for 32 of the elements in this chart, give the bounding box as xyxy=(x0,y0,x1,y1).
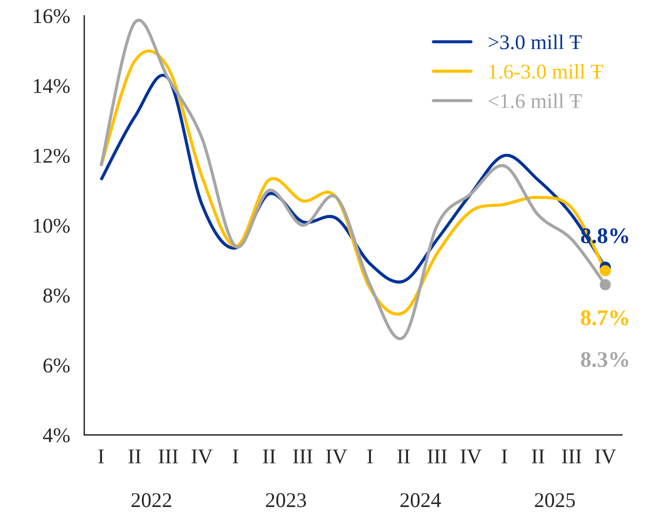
x-tick-label: III xyxy=(293,450,312,464)
x-tick-label: IV xyxy=(326,450,348,464)
data-label: 8.3% xyxy=(581,352,628,368)
x-tick-label: IV xyxy=(460,450,482,464)
y-tick-label: 16% xyxy=(34,9,70,24)
x-tick-label: I xyxy=(232,450,238,464)
x-tick-label: IV xyxy=(192,450,213,464)
x-tick-label: III xyxy=(562,450,582,464)
data-label: 8.7% xyxy=(581,310,628,326)
legend-label: >3.0 mill Ŧ xyxy=(488,34,582,50)
x-tick-label: I xyxy=(98,450,104,464)
x-tick-label: IV xyxy=(595,450,616,464)
x-tick-label: II xyxy=(262,450,276,464)
x-tick-label: I xyxy=(502,450,508,464)
x-tick-label: II xyxy=(397,450,410,464)
y-tick-label: 4% xyxy=(42,428,70,442)
x-tick-label: II xyxy=(128,450,141,464)
text: 2022 xyxy=(132,493,172,508)
legend-label: <1.6 mill Ŧ xyxy=(488,93,582,108)
text: 2023 xyxy=(266,493,306,508)
y-tick-label: 6% xyxy=(43,358,70,373)
text: 2024 xyxy=(400,493,441,508)
legend-label: 1.6-3.0 mill Ŧ xyxy=(489,64,603,79)
x-tick-label: I xyxy=(367,450,373,464)
y-tick-label: 8% xyxy=(43,288,70,303)
y-tick-label: 14% xyxy=(34,78,70,94)
x-tick-label: III xyxy=(428,450,447,464)
x-tick-label: II xyxy=(532,450,544,464)
y-tick-label: 10% xyxy=(34,218,70,233)
text: 2025 xyxy=(534,493,575,508)
x-tick-label: III xyxy=(158,450,178,464)
y-tick-label: 12% xyxy=(34,148,70,163)
